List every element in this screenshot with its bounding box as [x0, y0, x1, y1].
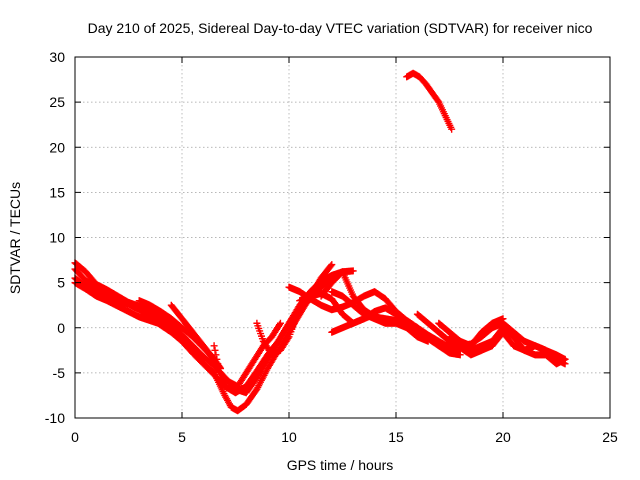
y-axis-label: SDTVAR / TECUs [7, 182, 23, 294]
y-tick-label: 30 [49, 49, 65, 65]
y-tick-label: -10 [45, 410, 65, 426]
data-point [214, 360, 222, 368]
data-point [213, 355, 221, 363]
y-tick-label: 10 [49, 230, 65, 246]
x-tick-label: 10 [281, 429, 297, 445]
series-track-c [71, 265, 336, 397]
series-track-l [328, 288, 432, 345]
data-point [199, 355, 207, 363]
y-tick-label: 25 [49, 94, 65, 110]
y-tick-label: 0 [57, 320, 65, 336]
series-track-h [253, 297, 310, 359]
data-point [349, 267, 357, 275]
x-tick-label: 0 [71, 429, 79, 445]
y-tick-label: -5 [53, 365, 66, 381]
x-tick-label: 20 [495, 429, 511, 445]
x-tick-label: 25 [602, 429, 618, 445]
series-track-q [403, 69, 456, 133]
series-track-m [328, 310, 379, 336]
x-tick-label: 15 [388, 429, 404, 445]
data-point [210, 342, 218, 350]
series-track-d [71, 279, 207, 363]
series-track-b [71, 267, 357, 397]
data-point [371, 310, 379, 318]
y-tick-label: 15 [49, 184, 65, 200]
data-point [216, 369, 224, 377]
grid-lines [75, 57, 610, 418]
data-point [215, 364, 223, 372]
data-point [212, 351, 220, 359]
series-track-p [446, 328, 569, 368]
data-points [71, 69, 569, 415]
data-point [211, 346, 219, 354]
data-point [448, 125, 456, 133]
x-axis-label: GPS time / hours [287, 457, 394, 473]
data-point [276, 319, 284, 327]
data-point [561, 355, 569, 363]
data-point [424, 337, 432, 345]
data-point [328, 261, 336, 269]
data-point [199, 354, 207, 362]
data-point [284, 334, 292, 342]
data-point [327, 262, 335, 270]
series-track-g [210, 319, 284, 390]
axis-ticks: 0 5 10 15 20 25 -10 -5 0 5 10 15 20 25 30 [45, 49, 618, 445]
data-point [275, 321, 283, 329]
chart-title: Day 210 of 2025, Sidereal Day-to-day VTE… [88, 20, 593, 36]
y-tick-label: 5 [57, 275, 65, 291]
data-point [456, 351, 464, 359]
y-tick-label: 20 [49, 139, 65, 155]
x-tick-label: 5 [178, 429, 186, 445]
